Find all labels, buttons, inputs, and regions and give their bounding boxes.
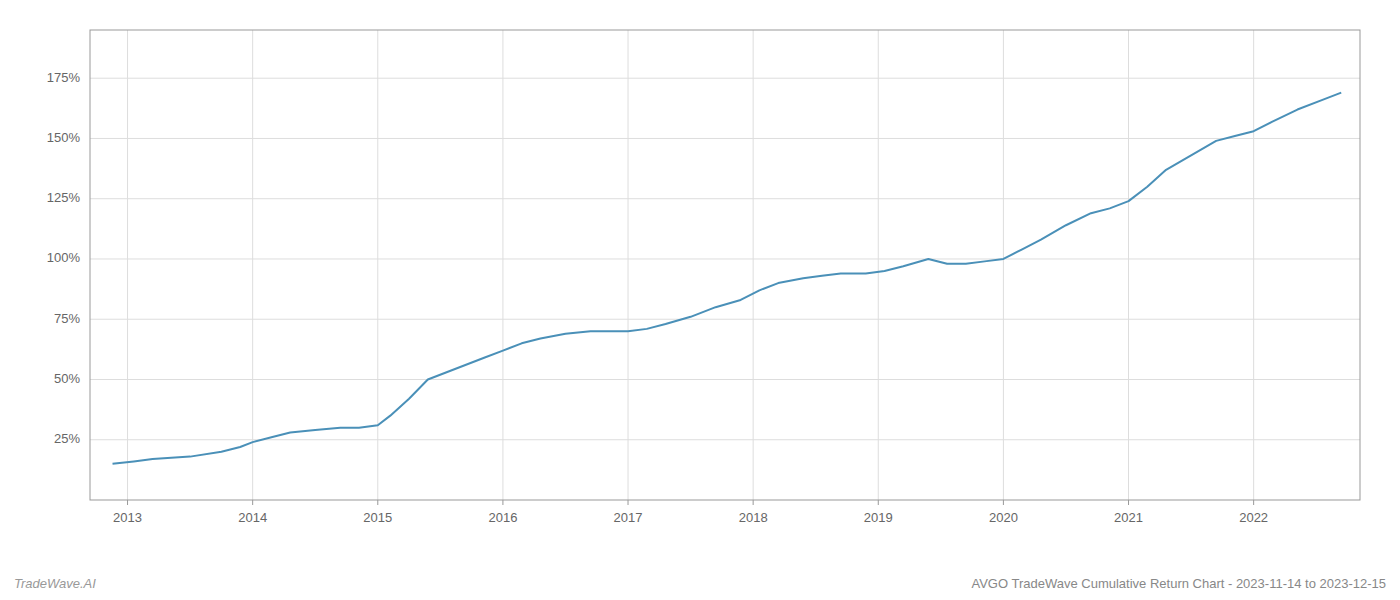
y-grid-line	[90, 78, 1360, 79]
x-tick-label: 2013	[113, 510, 142, 525]
x-tick-label: 2021	[1114, 510, 1143, 525]
x-tick-label: 2018	[739, 510, 768, 525]
x-grid-line	[252, 30, 253, 500]
x-grid-line	[753, 30, 754, 500]
y-tick-label: 175%	[47, 70, 81, 85]
x-tick	[252, 500, 253, 505]
x-tick	[1128, 500, 1129, 505]
line	[113, 93, 1342, 464]
x-tick	[1003, 500, 1004, 505]
title: AVGO TradeWave Cumulative Return Chart -…	[971, 576, 1386, 591]
x-grid-line	[1003, 30, 1004, 500]
grid	[90, 30, 1360, 500]
x-tick-label: 2019	[864, 510, 893, 525]
x-tick	[377, 500, 378, 505]
background	[0, 0, 1400, 600]
data-layer	[113, 93, 1342, 464]
y-tick-label: 75%	[54, 311, 80, 326]
y-tick-label: 25%	[54, 431, 80, 446]
y-grid-line	[90, 258, 1360, 259]
x-tick	[502, 500, 503, 505]
y-tick-label: 150%	[47, 130, 81, 145]
x-tick	[628, 500, 629, 505]
x-grid-line	[628, 30, 629, 500]
x-tick-label: 2014	[238, 510, 267, 525]
x-tick-label: 2017	[614, 510, 643, 525]
x-tick-label: 2020	[989, 510, 1018, 525]
y-tick-label: 50%	[54, 371, 80, 386]
x-tick	[878, 500, 879, 505]
x-tick-label: 2022	[1239, 510, 1268, 525]
y-grid-line	[90, 198, 1360, 199]
y-grid-line	[90, 439, 1360, 440]
x-tick-label: 2015	[363, 510, 392, 525]
y-tick-label: 125%	[47, 190, 81, 205]
x-tick	[753, 500, 754, 505]
x-grid-line	[502, 30, 503, 500]
x-tick	[1253, 500, 1254, 505]
x-grid-line	[878, 30, 879, 500]
x-grid-line	[1253, 30, 1254, 500]
chart: 25% 50% 75% 100% 125% 150% 175% 2013 2014 2015 201…	[0, 0, 1400, 600]
x-grid-line	[1128, 30, 1129, 500]
plot-frame	[90, 30, 1360, 500]
y-grid-line	[90, 319, 1360, 320]
watermark: TradeWave.AI	[14, 576, 96, 591]
y-grid-line	[90, 379, 1360, 380]
x-tick-label: 2016	[488, 510, 517, 525]
x-grid-line	[127, 30, 128, 500]
x-tick	[127, 500, 128, 505]
y-grid-line	[90, 138, 1360, 139]
y-tick-label: 100%	[47, 250, 81, 265]
x-grid-line	[377, 30, 378, 500]
